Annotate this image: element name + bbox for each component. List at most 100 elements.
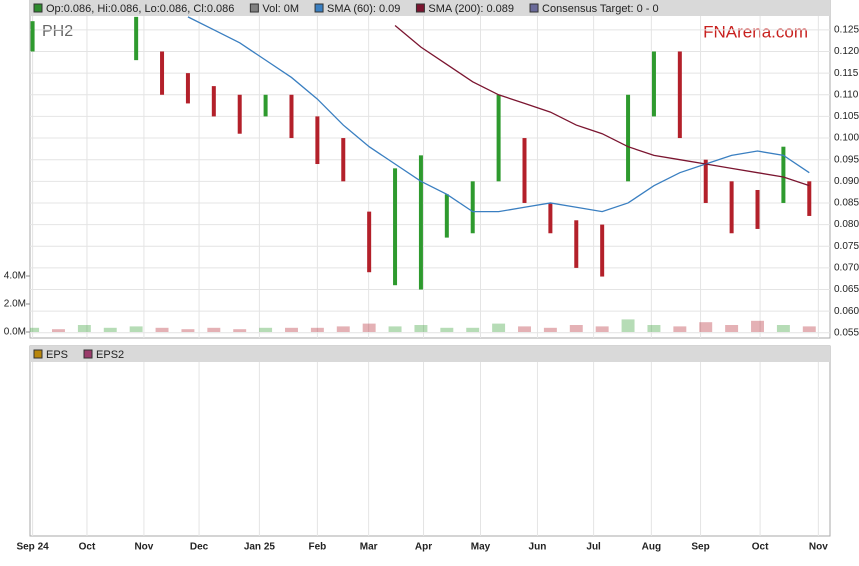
price-bar [134,16,139,61]
eps-legend-bar [30,346,830,362]
x-tick-label: Oct [79,542,96,553]
legend-swatch [529,3,539,13]
price-bar [651,51,656,117]
volume-bar [725,325,739,332]
price-bar [367,211,372,273]
volume-bar [673,326,687,332]
price-bar [703,159,708,203]
sma-line [394,25,810,187]
volume-bar [259,327,273,332]
y-tick-label: 0.090 [834,176,859,187]
y-tick-label: 0.110 [834,89,859,100]
x-tick-label: Aug [642,542,661,553]
legend-swatch [415,3,425,13]
volume-bar [699,322,713,332]
x-tick-label: Jul [586,542,601,553]
price-bar [160,51,165,95]
volume-bar [518,326,531,332]
volume-bar [362,323,376,332]
volume-bar [751,320,764,332]
legend-swatch [33,3,43,13]
price-bar [496,94,501,182]
price-bar [574,220,579,268]
x-tick-label: Jan 25 [244,542,276,553]
y-tick-label: 0.115 [834,68,859,79]
legend-label: Vol: 0M [262,3,299,15]
volume-bar [802,326,816,332]
plot [30,16,816,332]
y2-tick-label: 2.0M [4,299,26,310]
price-panel [29,0,831,339]
price-bar [626,94,631,182]
volume-bar [336,326,350,332]
volume-bar [129,326,143,332]
volume-bar [647,325,661,332]
x-tick-label: Nov [134,542,153,553]
x-tick-label: May [471,542,491,553]
y-tick-label: 0.105 [834,111,859,122]
price-bar [263,94,268,117]
y2-tick-label: 4.0M [4,271,26,282]
price-bar [211,86,216,117]
price-bar [600,224,605,277]
y-tick-label: 0.060 [834,306,859,317]
x-tick-label: Nov [809,542,828,553]
y-tick-label: 0.070 [834,263,859,274]
price-bar [393,168,398,286]
y2-tick-label: 0.0M [4,327,26,338]
volume-bar [181,329,195,332]
volume-bar [414,325,428,332]
y-tick-label: 0.125 [834,24,859,35]
x-tick-label: Sep [691,542,709,553]
volume-bar [621,319,635,332]
x-tick-label: Sep 24 [16,542,49,553]
y-tick-label: 0.055 [834,327,859,338]
legend-swatch [83,349,93,359]
price-bar [30,21,35,52]
y-tick-label: 0.075 [834,241,859,252]
legend-label: EPS [46,349,68,361]
price-bar [289,94,294,139]
x-tick-label: Feb [308,542,326,553]
volume-bar [388,326,402,332]
y-tick-label: 0.065 [834,284,859,295]
volume-bar [155,327,169,332]
x-tick-label: Jun [529,542,547,553]
legend-bar [30,0,830,16]
volume-bar [595,326,609,332]
volume-bar [285,327,298,332]
legend-label: Consensus Target: 0 - 0 [542,3,659,15]
volume-bar [233,329,247,332]
volume-bar [103,327,117,332]
price-bar [444,194,449,238]
x-tick-label: Apr [415,542,432,553]
volume-bar [52,329,65,332]
y-tick-label: 0.085 [834,198,859,209]
y-tick-label: 0.080 [834,219,859,230]
x-tick-label: Dec [190,542,209,553]
price-bar [237,94,242,134]
price-bar [755,189,760,229]
price-bar [807,181,812,216]
price-bar [522,138,527,203]
legend-label: Op:0.086, Hi:0.086, Lo:0.086, Cl:0.086 [46,3,234,15]
legend-label: EPS2 [96,349,124,361]
volume-bar [776,325,790,332]
y-tick-label: 0.120 [834,46,859,57]
ticker: PH2 [42,23,73,40]
volume-bar [543,327,557,332]
x-tick-label: Mar [360,542,378,553]
volume-bar [466,327,480,332]
legend-label: SMA (60): 0.09 [327,3,400,15]
volume-bar [569,325,583,332]
legend-swatch [314,3,324,13]
volume-bar [207,327,221,332]
price-bar [781,146,786,203]
price-bar [185,73,190,104]
price-bar [677,51,682,139]
legend-swatch [33,349,43,359]
price-bar [315,116,320,165]
price-bar [341,138,346,182]
volume-bar [30,327,40,332]
volume-bar [77,325,91,332]
